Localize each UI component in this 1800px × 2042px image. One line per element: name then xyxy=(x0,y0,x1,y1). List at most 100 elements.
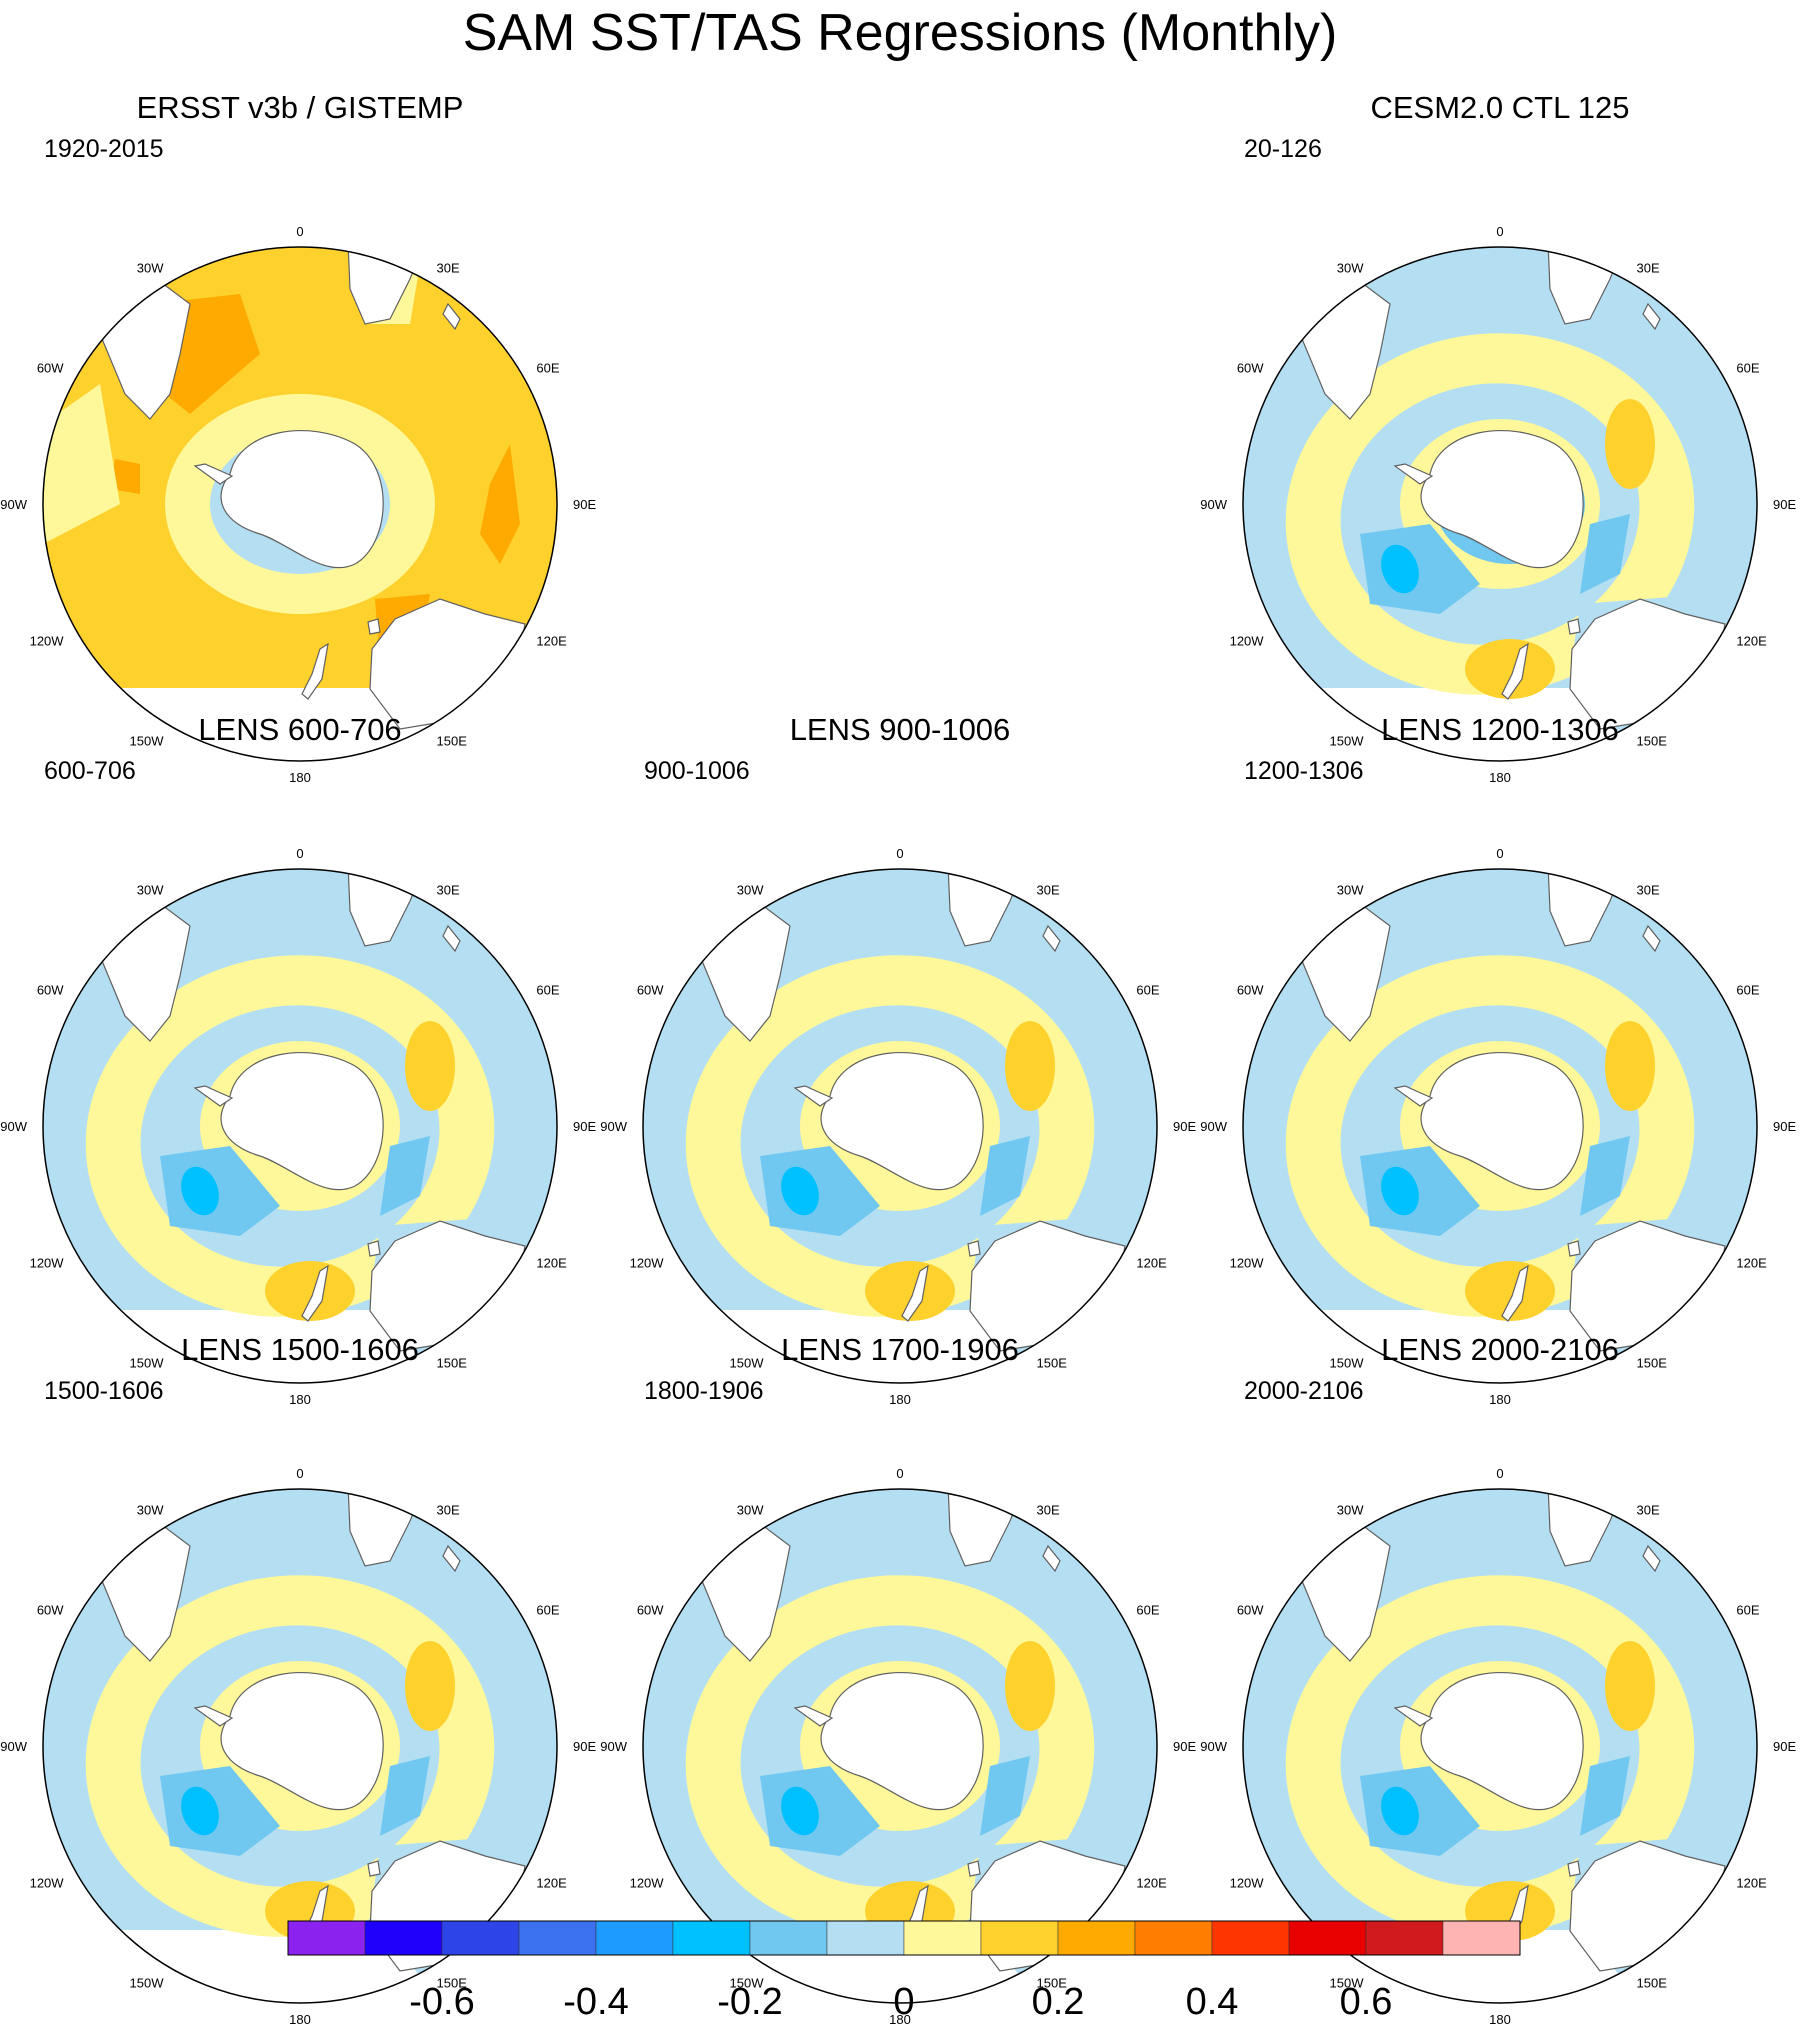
longitude-label-w150: 150W xyxy=(730,1355,765,1370)
longitude-label-w120: 120W xyxy=(630,1256,665,1271)
colorbar-swatch xyxy=(672,1920,751,1956)
anomaly-cool-core xyxy=(181,1166,219,1216)
longitude-label-w150: 150W xyxy=(1330,1975,1365,1990)
longitude-label-w60: 60W xyxy=(1237,1603,1264,1618)
new-zealand-landmass xyxy=(901,1264,929,1322)
longitude-label-w150: 150W xyxy=(1330,1355,1365,1370)
anomaly-cool-core xyxy=(781,1166,819,1216)
anomaly-warm-nz-patch xyxy=(1465,639,1555,699)
map-boundary xyxy=(1242,246,1758,762)
longitude-label-bottom: 180 xyxy=(289,1392,311,1407)
longitude-label-e90: 90E xyxy=(573,1119,596,1134)
anomaly-warm-pacific xyxy=(110,459,140,494)
colorbar-swatch xyxy=(1288,1920,1367,1956)
colorbar-tick-label: 0.6 xyxy=(1340,1981,1393,2023)
colorbar-swatch xyxy=(749,1920,828,1956)
polar-map: 0 30E 60E 90E 120E 150E 180 150W 120W 90W 60W 30W xyxy=(0,224,596,785)
anomaly-warm-indian-patch xyxy=(1005,1021,1055,1111)
anomaly-field xyxy=(1243,869,1757,1356)
panel-period: 20-126 xyxy=(1244,135,1322,163)
longitude-label-w30: 30W xyxy=(1337,883,1364,898)
longitude-label-e60: 60E xyxy=(1136,983,1159,998)
anomaly-field xyxy=(43,869,557,1356)
longitude-label-w60: 60W xyxy=(637,983,664,998)
panel-title: CESM2.0 CTL 125 xyxy=(1370,90,1630,125)
longitude-label-w120: 120W xyxy=(1230,634,1265,649)
panel-period: 600-706 xyxy=(44,757,136,785)
longitude-label-w90: 90W xyxy=(0,1739,27,1754)
anomaly-warm-nz-patch xyxy=(865,1261,955,1321)
polar-map: 0 30E 60E 90E 120E 150E 180 150W 120W 90W 60W 30W xyxy=(1200,224,1796,785)
longitude-label-top: 0 xyxy=(896,846,903,861)
panel-title: ERSST v3b / GISTEMP xyxy=(136,90,464,125)
panel-title: LENS 1700-1906 xyxy=(781,1332,1019,1367)
anomaly-warm-nz-patch xyxy=(1465,1261,1555,1321)
antarctica-landmass xyxy=(820,1052,984,1191)
longitude-label-e120: 120E xyxy=(536,634,567,649)
longitude-label-top: 0 xyxy=(896,1466,903,1481)
longitude-label-w30: 30W xyxy=(137,1503,164,1518)
longitude-label-bottom: 180 xyxy=(889,2012,911,2027)
longitude-label-e90: 90E xyxy=(573,1739,596,1754)
tasmania-landmass xyxy=(967,1860,981,1877)
panel-period: 1200-1306 xyxy=(1244,757,1364,785)
map-panel-lens-1700: LENS 1700-1906 1800-1906 0 30E 60E 90E 120E 1… xyxy=(600,1330,1200,2027)
panel-period: 1920-2015 xyxy=(44,135,164,163)
longitude-label-e60: 60E xyxy=(536,983,559,998)
longitude-label-e90: 90E xyxy=(1773,497,1796,512)
longitude-label-w120: 120W xyxy=(30,634,65,649)
antarctic-peninsula xyxy=(793,1705,834,1727)
longitude-label-bottom: 180 xyxy=(289,2012,311,2027)
longitude-label-w30: 30W xyxy=(1337,1503,1364,1518)
anomaly-field xyxy=(43,1489,557,1976)
longitude-label-e120: 120E xyxy=(1736,1876,1767,1891)
longitude-label-e60: 60E xyxy=(536,361,559,376)
longitude-label-w60: 60W xyxy=(637,1603,664,1618)
map-panel-obs: ERSST v3b / GISTEMP 1920-2015 0 30E 60E 90E… xyxy=(0,88,600,785)
panel-period: 2000-2106 xyxy=(1244,1377,1364,1405)
longitude-label-e120: 120E xyxy=(536,1256,567,1271)
longitude-label-w30: 30W xyxy=(737,1503,764,1518)
longitude-label-e120: 120E xyxy=(1736,1256,1767,1271)
longitude-label-w90: 90W xyxy=(600,1739,627,1754)
tasmania-landmass xyxy=(1567,1860,1581,1877)
antarctica-landmass xyxy=(1420,1672,1584,1811)
longitude-label-e60: 60E xyxy=(1736,361,1759,376)
map-panel-lens-1200: LENS 1200-1306 1200-1306 0 30E 60E 90E 120E 1… xyxy=(1200,710,1800,1407)
longitude-label-w60: 60W xyxy=(37,983,64,998)
anomaly-cool-indian xyxy=(980,1136,1030,1216)
antarctica-landmass xyxy=(220,1672,384,1811)
longitude-label-w120: 120W xyxy=(1230,1876,1265,1891)
longitude-label-top: 0 xyxy=(1496,846,1503,861)
longitude-label-e90: 90E xyxy=(1173,1119,1196,1134)
panel-title: LENS 900-1006 xyxy=(789,712,1011,747)
longitude-label-bottom: 180 xyxy=(889,1392,911,1407)
anomaly-warm-nz-patch xyxy=(265,1261,355,1321)
map-panel-ctl: CESM2.0 CTL 125 20-126 0 30E 60E 90E 120E 150… xyxy=(1200,88,1800,785)
anomaly-warm-indian-patch xyxy=(405,1641,455,1731)
madagascar-landmass xyxy=(442,1544,461,1573)
longitude-label-w30: 30W xyxy=(737,883,764,898)
madagascar-landmass xyxy=(442,302,461,331)
longitude-label-w60: 60W xyxy=(1237,983,1264,998)
map-panel-lens-900: LENS 900-1006 900-1006 0 30E 60E 90E 120E 150… xyxy=(600,710,1200,1407)
tasmania-landmass xyxy=(967,1240,981,1257)
anomaly-cool-core xyxy=(181,1786,219,1836)
antarctica-landmass xyxy=(1420,1052,1584,1191)
anomaly-field xyxy=(43,247,557,730)
new-zealand-landmass xyxy=(301,642,329,700)
anomaly-cool-indian xyxy=(980,1756,1030,1836)
anomaly-field xyxy=(1243,247,1757,734)
new-zealand-landmass xyxy=(1501,1264,1529,1322)
polar-map: 0 30E 60E 90E 120E 150E 180 150W 120W 90W 60W 30W xyxy=(0,846,596,1407)
anomaly-cool-core xyxy=(1381,544,1419,594)
colorbar-tick-label: -0.2 xyxy=(717,1981,782,2023)
longitude-label-e30: 30E xyxy=(1037,1503,1060,1518)
colorbar-swatch xyxy=(1442,1920,1521,1956)
colorbar-tick-label: 0 xyxy=(893,1981,914,2023)
longitude-label-top: 0 xyxy=(1496,224,1503,239)
anomaly-cool-indian xyxy=(1580,1756,1630,1836)
longitude-label-w120: 120W xyxy=(1230,1256,1265,1271)
longitude-label-top: 0 xyxy=(296,846,303,861)
anomaly-cool-core xyxy=(1381,1786,1419,1836)
